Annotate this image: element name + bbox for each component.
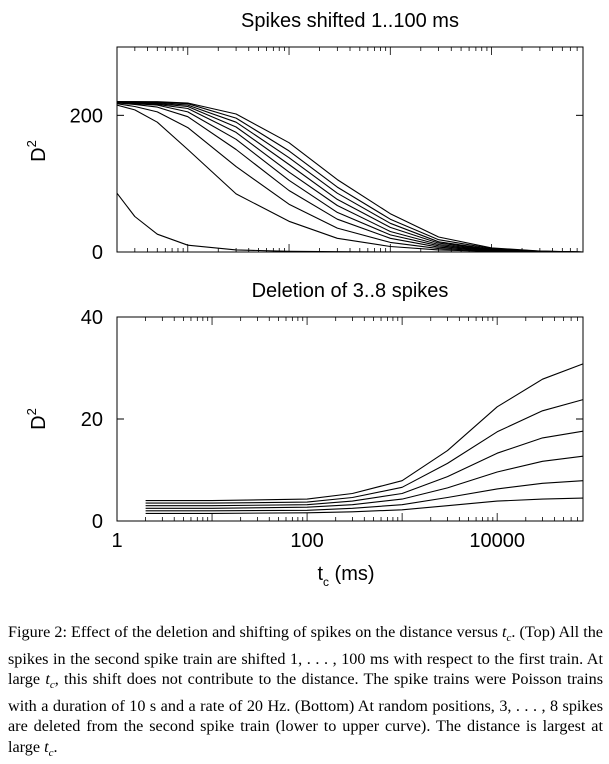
bottom-x-axis-label-unit: (ms): [329, 563, 375, 585]
top-series-group: [116, 101, 584, 253]
series-line-1: [145, 497, 584, 514]
top-chart-title: Spikes shifted 1..100 ms: [241, 10, 459, 32]
caption-label: Figure 2:: [8, 623, 67, 641]
bottom-x-axis-label-subscript: c: [323, 575, 329, 589]
series-line-6: [116, 101, 584, 253]
bottom-y-axis-label: D2: [24, 408, 50, 430]
x-tick-label: 100: [290, 530, 323, 552]
figure-caption: Figure 2: Effect of the deletion and shi…: [8, 623, 604, 760]
y-tick-label: 200: [70, 105, 103, 127]
series-line-4: [116, 102, 584, 253]
bottom-chart-title: Deletion of 3..8 spikes: [252, 280, 449, 302]
top-x-ticks: [116, 47, 584, 252]
series-line-8: [116, 101, 584, 253]
series-line-5: [145, 399, 584, 504]
top-y-axis-label-superscript: 2: [24, 140, 39, 147]
bottom-series-group: [145, 363, 584, 514]
y-tick-label: 20: [81, 409, 103, 431]
top-chart: Spikes shifted 1..100 ms 0 200 D2: [24, 10, 584, 264]
series-line-2: [145, 480, 584, 512]
x-tick-label: 1: [111, 530, 122, 552]
y-tick-label: 0: [92, 242, 103, 264]
series-line-3: [116, 103, 584, 253]
series-line-4: [145, 430, 584, 507]
series-line-1: [116, 192, 583, 253]
series-line-6: [145, 363, 584, 502]
y-tick-label: 0: [92, 511, 103, 533]
y-tick-label: 40: [81, 307, 103, 329]
top-plot-frame: [116, 46, 584, 253]
bottom-y-axis-label-superscript: 2: [24, 408, 39, 415]
bottom-x-ticks: 1 100 10000: [111, 317, 584, 552]
series-line-7: [116, 101, 584, 253]
series-line-5: [116, 101, 584, 253]
top-y-axis-label: D2: [24, 140, 50, 162]
x-tick-label: 10000: [469, 530, 525, 552]
series-line-3: [145, 455, 584, 509]
bottom-plot-frame: [116, 316, 584, 522]
bottom-x-axis-label: tc (ms): [317, 563, 374, 589]
series-line-9: [117, 101, 584, 253]
series-line-10: [117, 101, 584, 253]
